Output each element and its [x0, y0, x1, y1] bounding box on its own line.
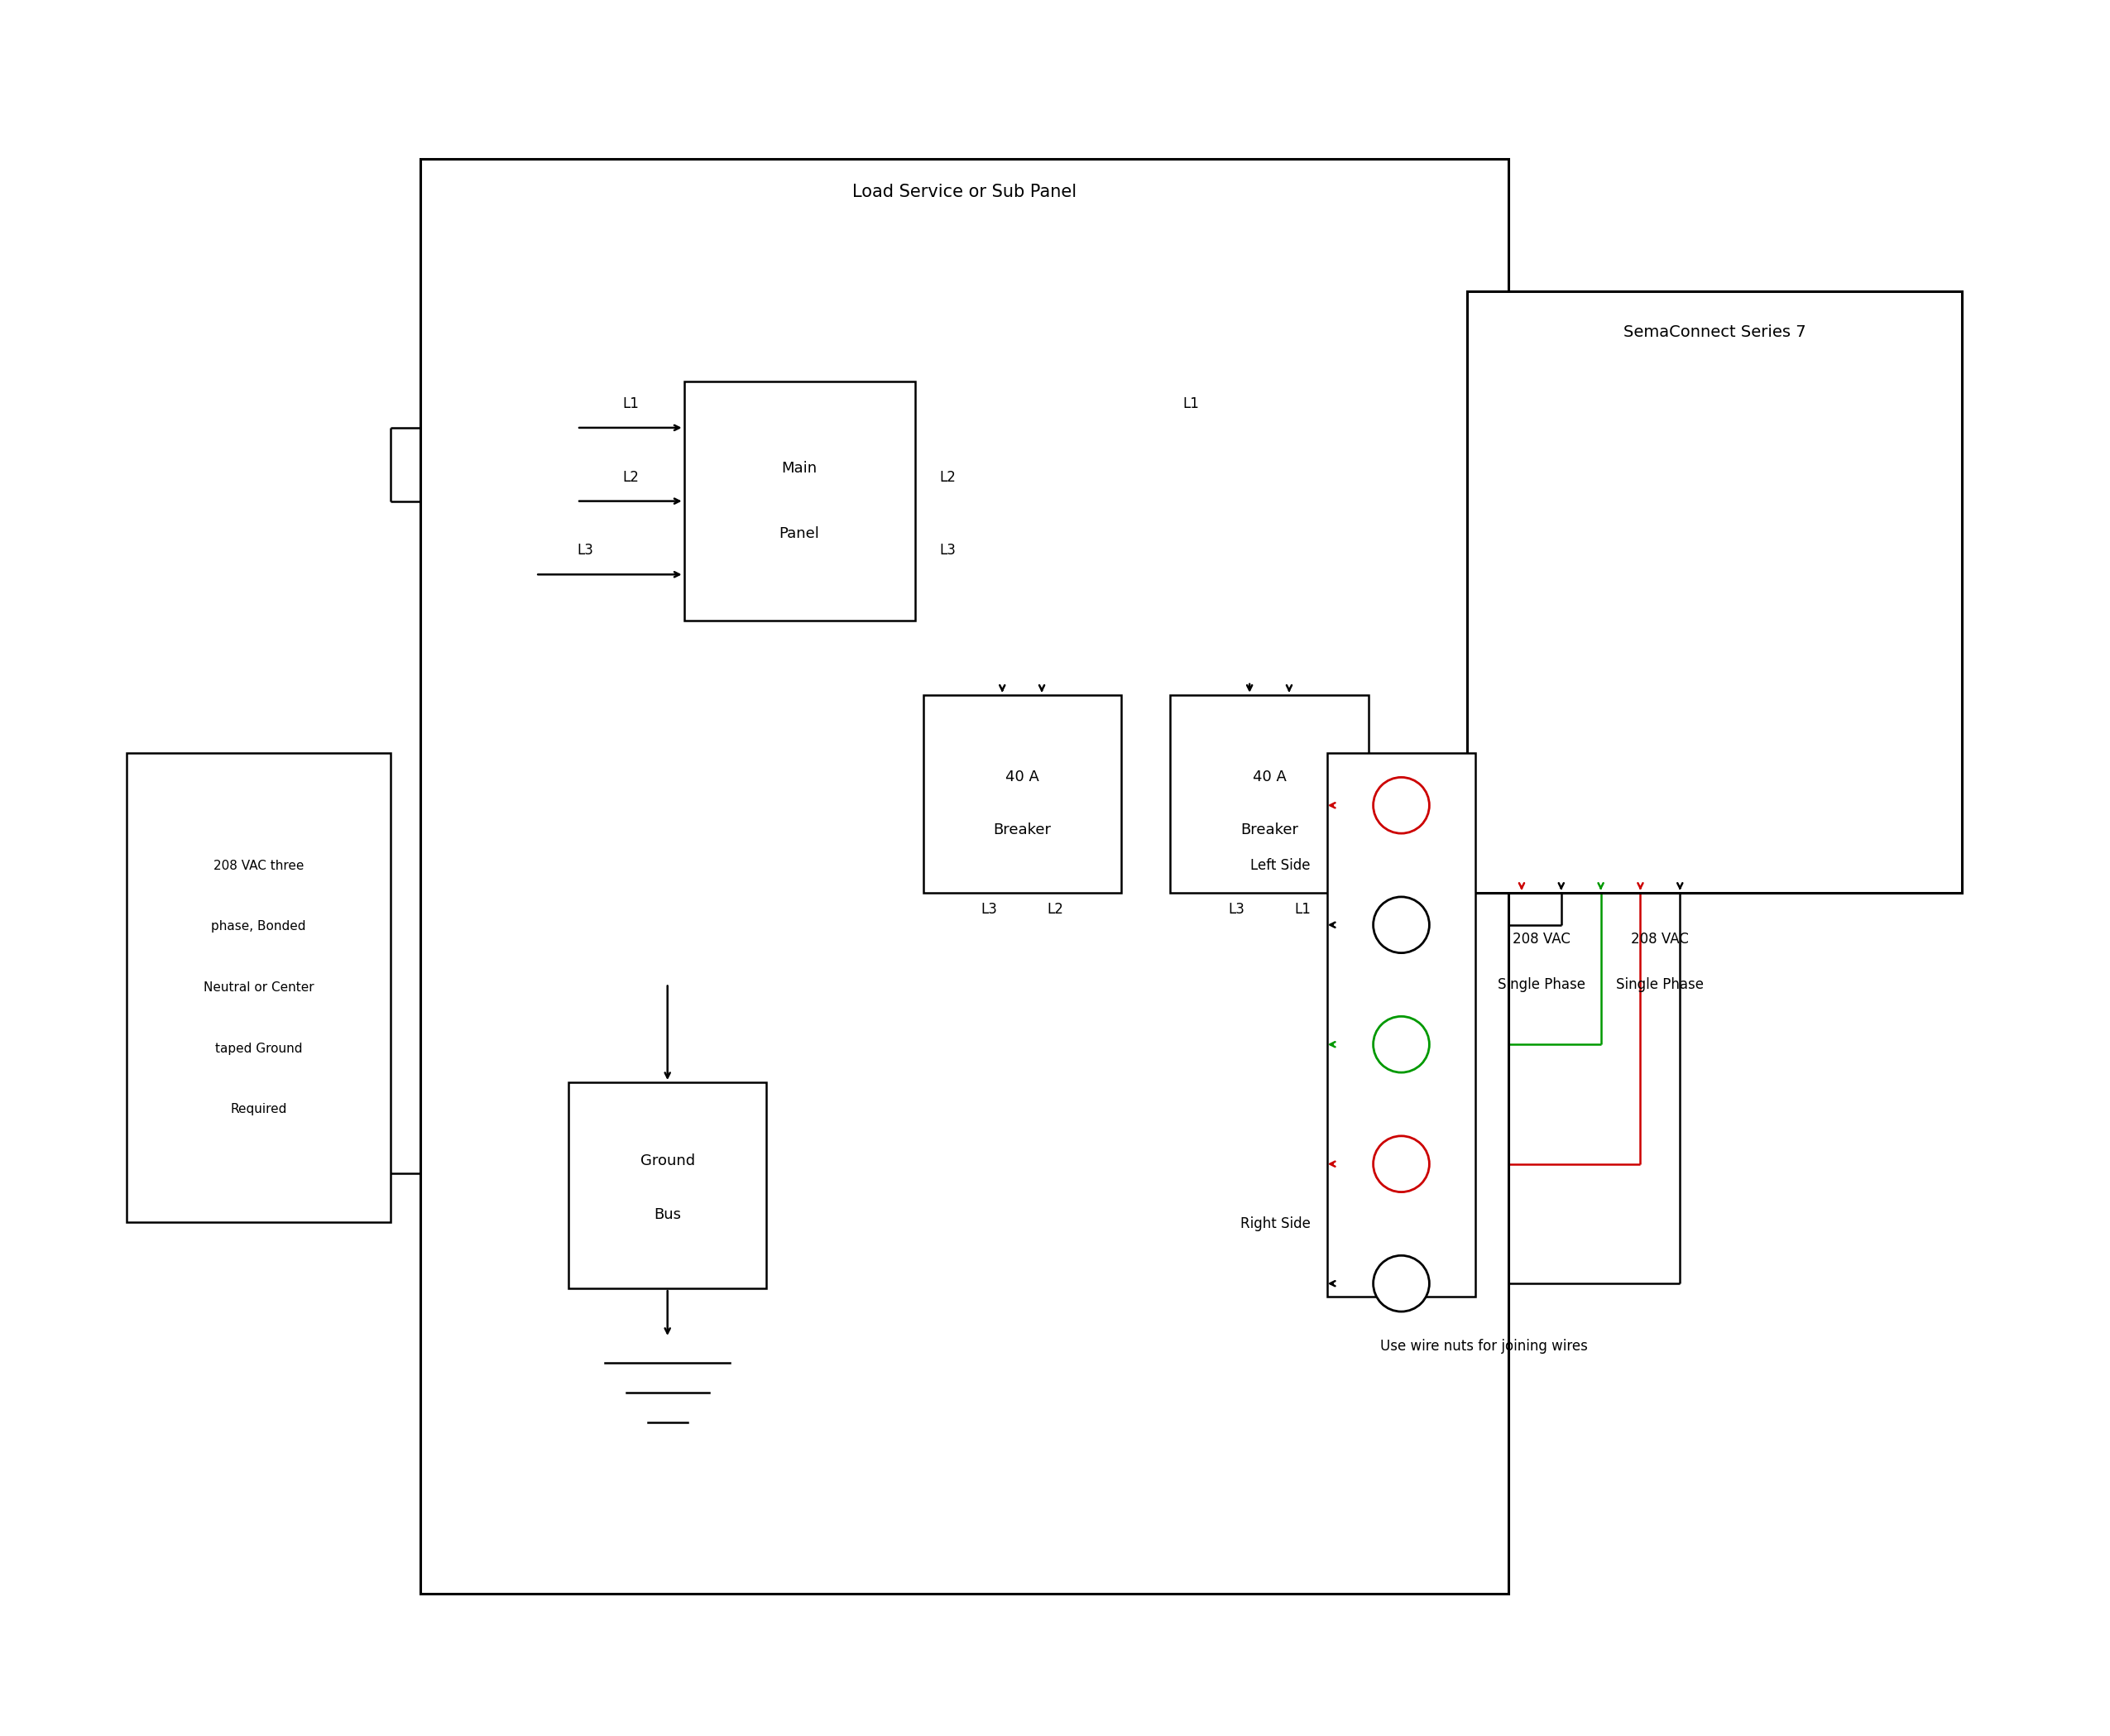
Text: L1: L1 [1184, 396, 1198, 411]
Circle shape [1374, 778, 1428, 833]
Text: L1: L1 [622, 396, 639, 411]
Text: L3: L3 [576, 543, 593, 557]
Bar [568, 1082, 766, 1288]
Text: Load Service or Sub Panel: Load Service or Sub Panel [852, 184, 1076, 200]
Text: L3: L3 [1228, 901, 1245, 917]
Text: SemaConnect Series 7: SemaConnect Series 7 [1623, 325, 1806, 340]
Text: Breaker: Breaker [994, 823, 1051, 837]
Text: 208 VAC three: 208 VAC three [213, 859, 304, 871]
Bar [1327, 753, 1475, 1297]
Text: 40 A: 40 A [1004, 769, 1038, 785]
Circle shape [1374, 1255, 1428, 1312]
Bar [127, 753, 390, 1222]
Text: 208 VAC: 208 VAC [1513, 932, 1570, 946]
Text: L2: L2 [622, 470, 639, 484]
Text: Neutral or Center: Neutral or Center [203, 981, 314, 993]
Bar [1171, 694, 1367, 892]
Bar [684, 382, 916, 621]
Circle shape [1374, 1016, 1428, 1073]
Text: 40 A: 40 A [1253, 769, 1287, 785]
Text: Right Side: Right Side [1241, 1217, 1310, 1231]
Text: Use wire nuts for joining wires: Use wire nuts for joining wires [1380, 1338, 1587, 1354]
Text: L2: L2 [939, 470, 956, 484]
Text: Main: Main [781, 460, 817, 476]
Text: Breaker: Breaker [1241, 823, 1298, 837]
Text: Bus: Bus [654, 1208, 682, 1222]
Text: Single Phase: Single Phase [1498, 977, 1585, 993]
Text: Single Phase: Single Phase [1616, 977, 1705, 993]
Circle shape [1374, 1135, 1428, 1193]
Text: L3: L3 [981, 901, 998, 917]
Text: L1: L1 [1293, 901, 1310, 917]
Text: Ground: Ground [639, 1153, 694, 1168]
Bar [1466, 292, 1962, 892]
Text: Left Side: Left Side [1251, 858, 1310, 873]
Text: phase, Bonded: phase, Bonded [211, 920, 306, 932]
Text: 208 VAC: 208 VAC [1631, 932, 1690, 946]
Text: Panel: Panel [779, 526, 819, 542]
Bar [420, 160, 1509, 1594]
Text: Required: Required [230, 1104, 287, 1116]
Text: L3: L3 [939, 543, 956, 557]
Circle shape [1374, 898, 1428, 953]
Text: taped Ground: taped Ground [215, 1042, 302, 1055]
Bar [922, 694, 1120, 892]
Text: L2: L2 [1047, 901, 1063, 917]
